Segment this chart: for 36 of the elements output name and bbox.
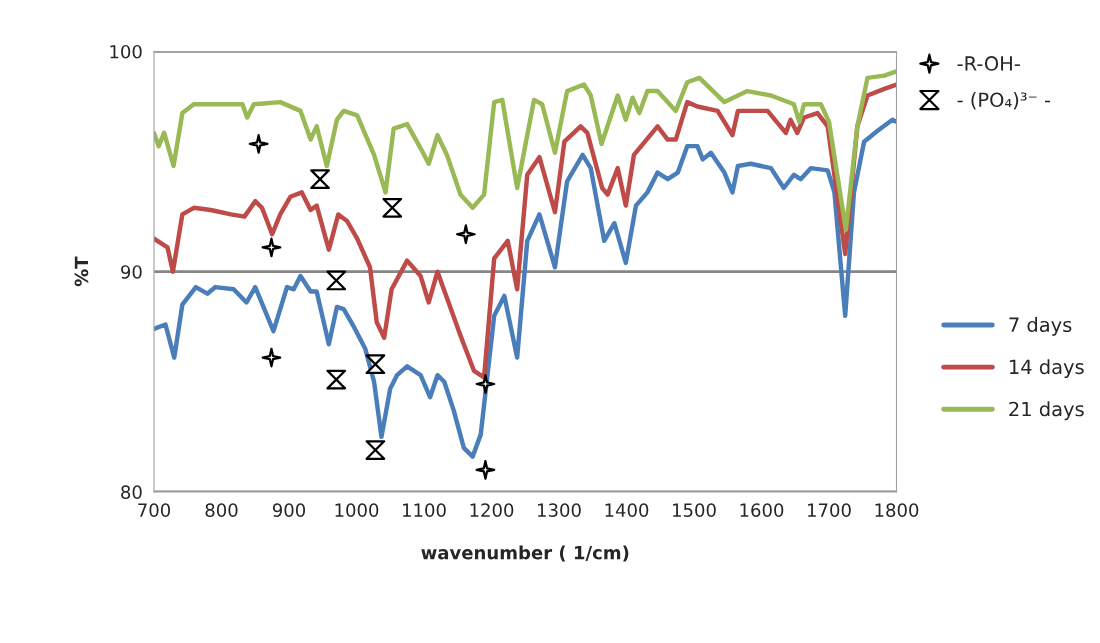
legend-label: -R-OH- [957,56,1020,71]
x-tick-label: 1600 [740,503,784,517]
y-tick-label: 100 [110,44,142,59]
legend-label: 21 days [1009,401,1084,421]
point [475,374,496,394]
point [310,169,330,190]
x-tick-label: 1000 [335,503,379,517]
y-tick-label: 90 [121,265,142,279]
point [365,354,386,375]
x-tick-label: 1400 [605,503,649,517]
x-tick-label: 1200 [470,503,514,517]
x-tick-label: 1700 [808,503,851,517]
legend-label: - (PO₄)³⁻ - [957,92,1051,110]
x-tick-label: 700 [138,503,171,517]
point [248,134,269,154]
line-series [154,69,897,233]
point [365,440,386,460]
y-axis-title: %T [74,256,89,287]
x-tick-label: 1100 [403,503,446,517]
line-series [154,117,897,459]
x-tick-label: 1500 [673,503,716,517]
point [475,459,496,480]
x-tick-label: 1800 [875,503,919,517]
y-tick-label: 80 [121,485,142,500]
point [382,197,403,218]
point [455,224,476,245]
point [326,369,347,390]
x-tick-label: 800 [205,503,238,517]
point [326,270,347,291]
x-axis-title: wavenumber ( 1/cm) [421,545,629,562]
point [261,347,282,368]
x-tick-label: 1300 [538,503,581,517]
legend-label: 14 days [1010,359,1084,378]
x-tick-label: 900 [272,503,306,517]
point [261,237,282,258]
legend-label: 7 days [1009,317,1072,336]
